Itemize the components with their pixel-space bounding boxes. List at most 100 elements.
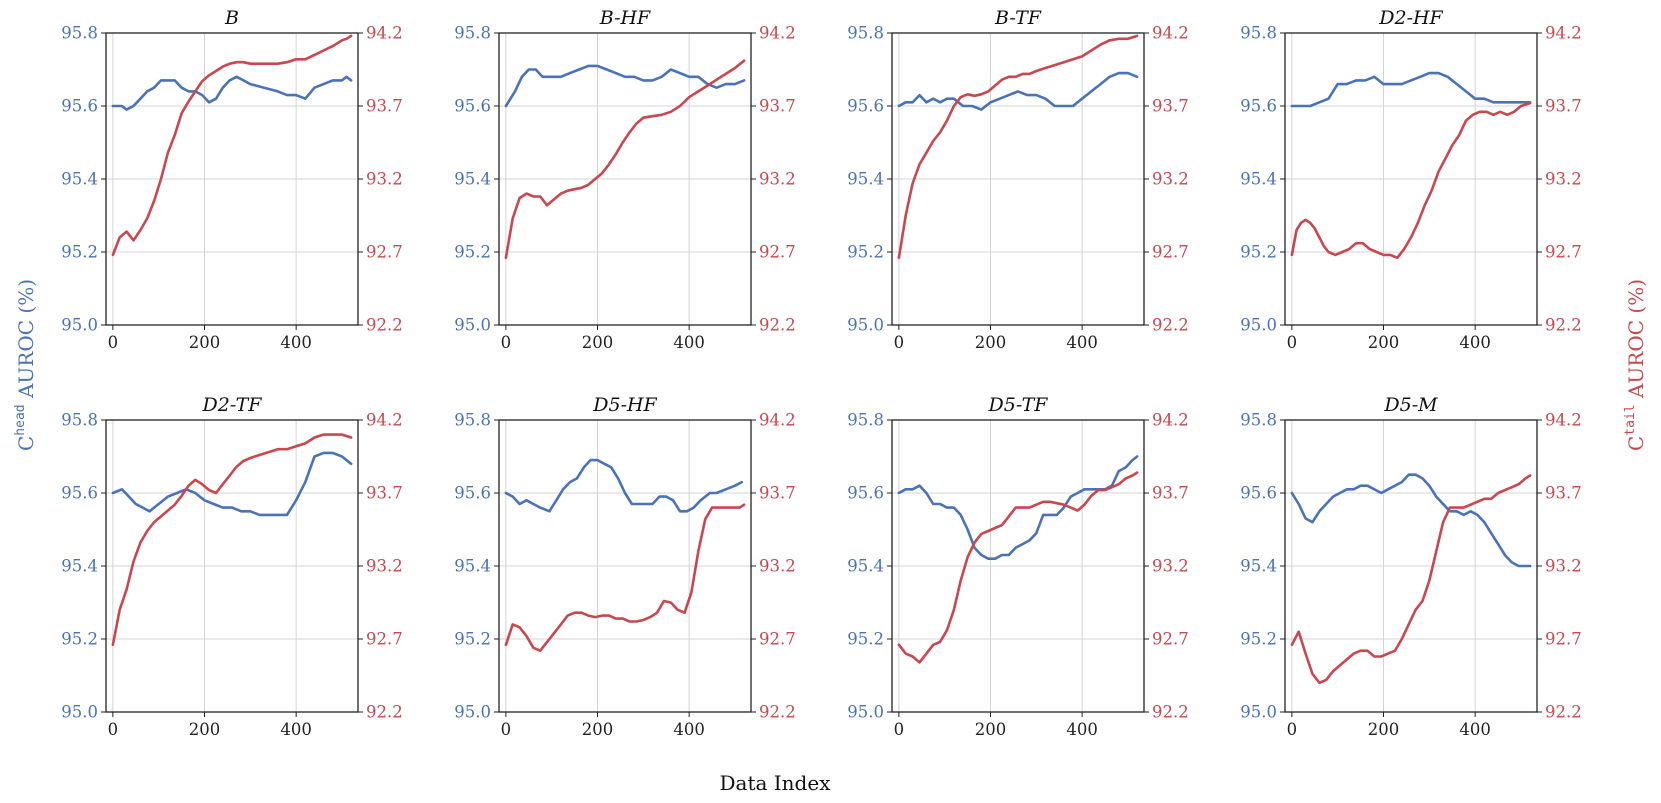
subplot-title: B-HF [599, 7, 651, 29]
y-tick-label-right: 93.7 [366, 484, 403, 503]
head-auroc-line [111, 451, 353, 517]
y-tick-label-left: 95.0 [454, 703, 491, 722]
svg-text:Ctail AUROC (%): Ctail AUROC (%) [1623, 279, 1648, 451]
y-tick-label-left: 95.4 [61, 557, 98, 576]
subplot-title: D2-TF [202, 394, 263, 416]
y-tick-label-left: 95.6 [61, 97, 98, 116]
x-tick-label: 400 [1459, 720, 1491, 739]
y-tick-label-left: 95.0 [454, 316, 491, 335]
head-auroc-line [897, 71, 1139, 111]
y-tick-label-left: 95.2 [454, 243, 491, 262]
head-auroc-line [1290, 71, 1532, 108]
y-tick-label-left: 95.2 [61, 630, 98, 649]
tail-auroc-line [504, 59, 746, 260]
y-tick-label-right: 93.7 [1545, 97, 1582, 116]
subplot-title: B [224, 7, 239, 29]
y-tick-label-right: 93.7 [1545, 484, 1582, 503]
x-tick-label: 200 [582, 720, 614, 739]
head-auroc-line [1290, 473, 1532, 568]
y-tick-label-left: 95.4 [454, 557, 491, 576]
head-auroc-line [111, 75, 353, 111]
y-tick-label-right: 92.2 [1545, 703, 1582, 722]
x-tick-label: 0 [108, 333, 119, 352]
y-tick-label-right: 93.7 [759, 484, 796, 503]
y-tick-label-left: 95.8 [1240, 24, 1277, 43]
right-y-axis-label: Ctail AUROC (%) [1623, 279, 1648, 451]
y-tick-label-right: 94.2 [366, 411, 403, 430]
y-tick-label-right: 92.2 [1152, 703, 1189, 722]
x-tick-label: 400 [1066, 720, 1098, 739]
left-y-axis-label-superscript: head [13, 404, 28, 435]
x-tick-label: 400 [280, 720, 312, 739]
y-tick-label-right: 92.7 [366, 243, 403, 262]
x-tick-label: 400 [673, 333, 705, 352]
y-tick-label-left: 95.0 [61, 703, 98, 722]
y-tick-label-left: 95.0 [61, 316, 98, 335]
y-tick-label-right: 92.2 [759, 703, 796, 722]
y-tick-label-right: 92.2 [759, 316, 796, 335]
svg-text:Chead AUROC (%): Chead AUROC (%) [13, 279, 38, 451]
x-tick-label: 0 [894, 720, 905, 739]
y-tick-label-right: 93.7 [759, 97, 796, 116]
y-tick-label-right: 93.2 [366, 170, 403, 189]
x-tick-label: 0 [894, 333, 905, 352]
y-tick-label-right: 92.2 [1152, 316, 1189, 335]
tail-auroc-line [1290, 101, 1532, 260]
subplot: 95.0 95.2 95.4 95.6 95.8 92.2 92.7 93.2 93.7 94.2… [1240, 394, 1582, 739]
y-tick-label-left: 95.6 [61, 484, 98, 503]
y-tick-label-right: 93.2 [759, 170, 796, 189]
subplot: 95.0 95.2 95.4 95.6 95.8 92.2 92.7 93.2 93.7 94.2… [454, 7, 796, 352]
y-tick-label-right: 94.2 [1545, 411, 1582, 430]
y-tick-label-right: 93.2 [1152, 557, 1189, 576]
y-tick-label-right: 92.7 [1152, 630, 1189, 649]
y-tick-label-left: 95.2 [847, 630, 884, 649]
y-tick-label-left: 95.8 [454, 411, 491, 430]
tail-auroc-line [897, 471, 1139, 664]
tail-auroc-line [111, 34, 353, 257]
tail-auroc-line [111, 433, 353, 647]
subplot: 95.0 95.2 95.4 95.6 95.8 92.2 92.7 93.2 93.7 94.2… [847, 394, 1189, 739]
y-tick-label-right: 93.7 [366, 97, 403, 116]
y-tick-label-right: 93.7 [1152, 484, 1189, 503]
x-tick-label: 200 [1368, 720, 1400, 739]
x-tick-label: 400 [1066, 333, 1098, 352]
x-tick-label: 0 [108, 720, 119, 739]
tail-auroc-line [1290, 474, 1532, 685]
y-tick-label-left: 95.6 [1240, 97, 1277, 116]
y-tick-label-left: 95.0 [847, 316, 884, 335]
subplot: 95.0 95.2 95.4 95.6 95.8 92.2 92.7 93.2 93.7 94.2… [1240, 7, 1582, 352]
y-tick-label-left: 95.4 [61, 170, 98, 189]
y-tick-label-right: 92.7 [366, 630, 403, 649]
x-tick-label: 200 [189, 333, 221, 352]
tail-auroc-line [504, 503, 746, 653]
x-axis-label: Data Index [720, 771, 832, 795]
x-tick-label: 0 [501, 720, 512, 739]
subplot: 95.0 95.2 95.4 95.6 95.8 92.2 92.7 93.2 93.7 94.2… [61, 7, 403, 352]
y-tick-label-right: 92.2 [1545, 316, 1582, 335]
x-tick-label: 200 [189, 720, 221, 739]
y-tick-label-right: 93.2 [1545, 557, 1582, 576]
y-tick-label-right: 94.2 [1152, 411, 1189, 430]
subplot-title: D5-M [1383, 394, 1438, 416]
y-tick-label-right: 92.2 [366, 316, 403, 335]
y-tick-label-left: 95.2 [847, 243, 884, 262]
y-tick-label-left: 95.4 [454, 170, 491, 189]
y-tick-label-left: 95.6 [1240, 484, 1277, 503]
subplot-grid: 95.0 95.2 95.4 95.6 95.8 92.2 92.7 93.2 93.7 94.2… [61, 7, 1582, 739]
y-tick-label-left: 95.8 [61, 24, 98, 43]
x-tick-label: 200 [1368, 333, 1400, 352]
y-tick-label-left: 95.8 [1240, 411, 1277, 430]
y-tick-label-left: 95.2 [61, 243, 98, 262]
y-tick-label-left: 95.4 [1240, 557, 1277, 576]
y-tick-label-left: 95.6 [847, 97, 884, 116]
x-tick-label: 0 [1287, 720, 1298, 739]
y-tick-label-left: 95.4 [847, 557, 884, 576]
y-tick-label-left: 95.6 [454, 97, 491, 116]
y-tick-label-right: 94.2 [1545, 24, 1582, 43]
y-tick-label-right: 93.2 [759, 557, 796, 576]
y-tick-label-right: 92.7 [1545, 630, 1582, 649]
x-tick-label: 0 [1287, 333, 1298, 352]
y-tick-label-left: 95.8 [454, 24, 491, 43]
y-tick-label-right: 93.2 [1152, 170, 1189, 189]
